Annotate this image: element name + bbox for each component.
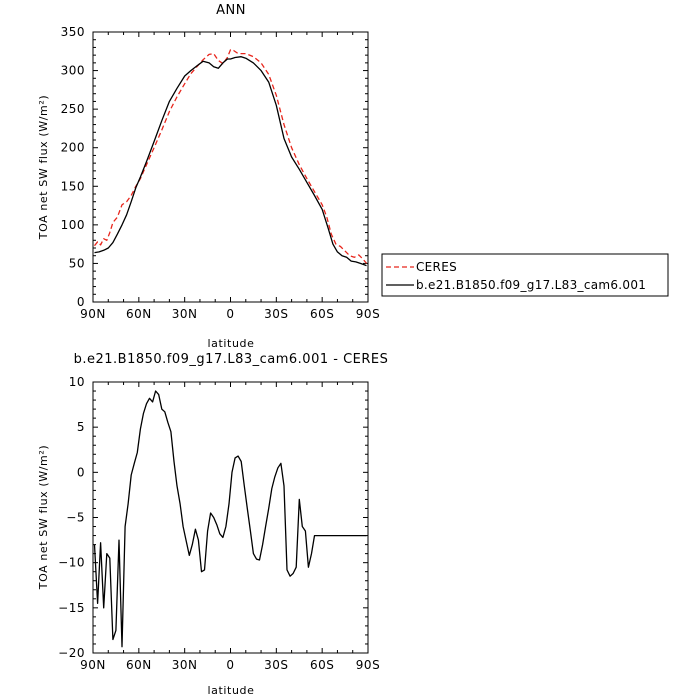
top-plot-frame bbox=[92, 31, 369, 303]
top-x-tick-label: 0 bbox=[226, 307, 234, 321]
top-x-tick-label: 30S bbox=[264, 307, 288, 321]
bottom-y-tick-label: −10 bbox=[58, 556, 85, 570]
bottom-panel-title: b.e21.B1850.f09_g17.L83_cam6.001 - CERES bbox=[74, 352, 389, 367]
legend-label-model: b.e21.B1850.f09_g17.L83_cam6.001 bbox=[416, 278, 646, 292]
top-y-tick-label: 250 bbox=[61, 102, 85, 116]
top-y-tick-label: 0 bbox=[77, 295, 85, 309]
bottom-x-tick-label: 30N bbox=[172, 658, 198, 672]
top-y-tick-label: 100 bbox=[61, 218, 85, 232]
legend-label-ceres: CERES bbox=[416, 260, 457, 274]
bottom-y-tick-label: −20 bbox=[58, 646, 85, 660]
bottom-x-tick-label: 30S bbox=[264, 658, 288, 672]
bottom-plot-area: 90N 60N 30N 0 30S 60S 90S −20 −15 −10 −5 0 5 10 bbox=[58, 375, 380, 672]
top-x-tick-label: 60N bbox=[126, 307, 152, 321]
top-y-axis-label: TOA net SW flux (W/m²) bbox=[37, 95, 50, 241]
bottom-x-axis-label: latitude bbox=[207, 684, 254, 697]
top-y-tick-label: 50 bbox=[69, 256, 85, 270]
top-series-line-0 bbox=[93, 49, 368, 264]
bottom-x-tick-label: 90N bbox=[80, 658, 106, 672]
top-x-tick-label: 90N bbox=[80, 307, 106, 321]
bottom-x-tick-label: 60S bbox=[310, 658, 334, 672]
bottom-y-tick-label: −15 bbox=[58, 601, 85, 615]
top-y-tick-label: 200 bbox=[61, 141, 85, 155]
legend: CERES b.e21.B1850.f09_g17.L83_cam6.001 bbox=[381, 253, 669, 297]
top-panel-title: ANN bbox=[216, 3, 246, 18]
top-y-tick-label: 300 bbox=[61, 64, 85, 78]
top-x-tick-label: 90S bbox=[356, 307, 380, 321]
bottom-y-tick-label: 5 bbox=[77, 420, 85, 434]
bottom-y-axis-label: TOA net SW flux (W/m²) bbox=[37, 445, 50, 591]
top-plot-area: 90N 60N 30N 0 30S 60S 90S 0 50 100 150 200 250 300 350 bbox=[61, 25, 380, 321]
bottom-x-tick-label: 90S bbox=[356, 658, 380, 672]
top-panel: ANN 90N 60N 30N 0 30S 60S 90S 0 50 100 150 200 250 30… bbox=[37, 3, 669, 350]
top-y-tick-label: 350 bbox=[61, 25, 85, 39]
top-series-line-1 bbox=[94, 56, 367, 267]
bottom-y-tick-label: 10 bbox=[69, 375, 85, 389]
bottom-y-tick-label: −5 bbox=[66, 511, 85, 525]
bottom-plot-frame bbox=[92, 381, 369, 654]
top-x-tick-label: 30N bbox=[172, 307, 198, 321]
legend-frame bbox=[381, 253, 669, 297]
bottom-panel: b.e21.B1850.f09_g17.L83_cam6.001 - CERES… bbox=[37, 352, 388, 697]
top-x-axis-label: latitude bbox=[207, 337, 254, 350]
top-x-tick-label: 60S bbox=[310, 307, 334, 321]
bottom-series-line-0 bbox=[93, 390, 367, 648]
bottom-x-tick-label: 60N bbox=[126, 658, 152, 672]
bottom-y-tick-label: 0 bbox=[77, 465, 85, 479]
bottom-x-tick-label: 0 bbox=[226, 658, 234, 672]
top-y-tick-label: 150 bbox=[61, 179, 85, 193]
